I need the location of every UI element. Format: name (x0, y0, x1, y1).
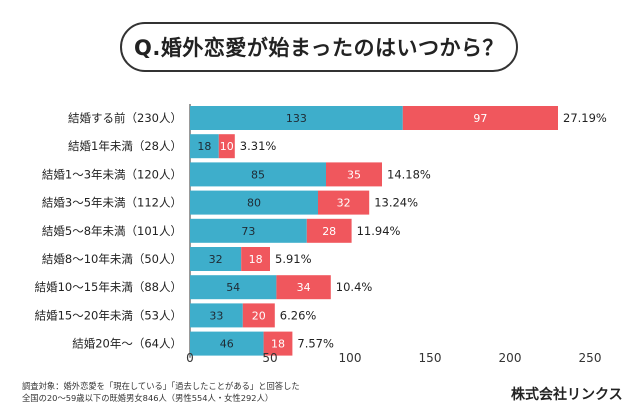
bar-segment (306, 218, 352, 243)
bar-segment (190, 106, 403, 130)
bar-value-label: 18 (197, 140, 211, 153)
percent-label: 13.24% (374, 196, 418, 210)
category-label: 結婚1～3年未満（120人） (42, 167, 182, 181)
x-tick-label: 50 (262, 351, 277, 365)
bar-segment (241, 247, 270, 271)
category-label: 結婚1年未満（28人） (68, 139, 182, 153)
bar-segment (190, 247, 242, 271)
bar-segment (318, 190, 370, 215)
bar-value-label: 18 (249, 253, 263, 266)
bar-segment (263, 331, 293, 356)
bar-value-label: 54 (226, 281, 240, 294)
percent-label: 5.91% (275, 252, 312, 266)
footnote-line-1: 調査対象：婚外恋愛を「現在している」「過去したことがある」と回答した (22, 381, 300, 391)
bar-value-label: 18 (271, 338, 285, 351)
x-tick-label: 200 (499, 351, 522, 365)
category-label: 結婚5～8年未満（101人） (42, 224, 182, 238)
category-label: 結婚10～15年未満（88人） (35, 280, 182, 294)
bar-value-label: 73 (241, 225, 255, 238)
survey-footnote: 調査対象：婚外恋愛を「現在している」「過去したことがある」と回答した 全国の20… (22, 380, 300, 404)
bar-segment (218, 134, 235, 159)
percent-label: 6.26% (280, 308, 317, 322)
x-tick-label: 250 (579, 351, 602, 365)
bar-value-label: 80 (247, 197, 261, 210)
bar-value-label: 33 (209, 309, 223, 322)
category-label: 結婚8～10年未満（50人） (42, 252, 182, 266)
percent-label: 3.31% (240, 139, 277, 153)
bar-value-label: 133 (286, 112, 307, 125)
company-name: 株式会社リンクス (511, 387, 623, 403)
bar-segment (190, 190, 318, 215)
x-tick-label: 100 (339, 351, 362, 365)
bar-segment (276, 275, 331, 300)
bar-value-label: 97 (473, 112, 487, 125)
category-label: 結婚20年～（64人） (72, 337, 182, 351)
chart-title-box: Q.婚外恋愛が始まったのはいつから？ (120, 22, 518, 72)
percent-label: 27.19% (563, 111, 607, 125)
percent-label: 14.18% (387, 167, 431, 181)
bar-value-label: 34 (297, 281, 311, 294)
bar-value-label: 28 (322, 225, 336, 238)
bar-segment (190, 303, 243, 328)
bar-segment (190, 331, 264, 356)
bar-value-label: 35 (347, 168, 361, 181)
bar-value-label: 10 (220, 140, 234, 153)
category-label: 結婚15～20年未満（53人） (35, 308, 182, 322)
chart-title: Q.婚外恋愛が始まったのはいつから？ (134, 36, 504, 60)
bar-segment (326, 162, 382, 187)
bar-segment (190, 162, 326, 187)
percent-label: 11.94% (357, 224, 401, 238)
percent-label: 7.57% (297, 337, 334, 351)
bar-value-label: 32 (209, 253, 223, 266)
footnote-line-2: 全国の20～59歳以下の既婚男女846人（男性554人・女性292人） (22, 393, 274, 403)
bar-segment (190, 218, 307, 243)
category-label: 結婚する前（230人） (68, 111, 182, 125)
bar-segment (402, 106, 558, 130)
bar-value-label: 20 (252, 309, 266, 322)
x-tick-label: 0 (186, 351, 194, 365)
bar-value-label: 85 (251, 168, 265, 181)
category-label: 結婚3～5年未満（112人） (42, 196, 182, 210)
bar-value-label: 46 (220, 338, 234, 351)
bar-value-label: 32 (337, 197, 351, 210)
bar-segment (242, 303, 275, 328)
percent-label: 10.4% (336, 280, 373, 294)
bar-segment (190, 134, 219, 159)
x-tick-label: 150 (419, 351, 442, 365)
bar-segment (190, 275, 277, 300)
